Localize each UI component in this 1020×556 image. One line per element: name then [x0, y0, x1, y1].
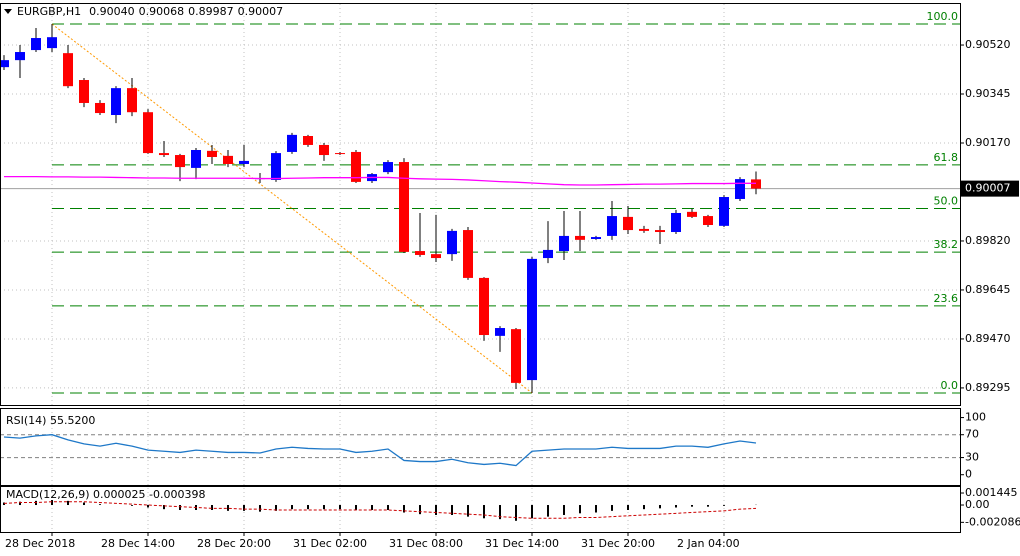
candle-body — [143, 112, 153, 154]
y-tick-label: 100 — [965, 411, 986, 424]
candle-body — [31, 38, 41, 51]
candle-body — [207, 150, 217, 157]
candle-body — [703, 216, 713, 226]
x-tick-label: 31 Dec 08:00 — [389, 537, 463, 550]
low-label: 0.89987 — [188, 5, 234, 18]
x-tick-label: 31 Dec 20:00 — [581, 537, 655, 550]
candle-body — [559, 235, 569, 252]
fib-label: 61.8 — [934, 151, 959, 164]
candle-body — [431, 254, 441, 259]
chart-header: EURGBP,H1 0.90040 0.90068 0.89987 0.90007 — [17, 5, 283, 18]
y-tick-label: 0.90520 — [965, 38, 1011, 51]
y-tick-label: 0.00 — [965, 498, 990, 511]
x-tick-label: 31 Dec 02:00 — [293, 537, 367, 550]
candle-body — [575, 235, 585, 240]
candle-body — [127, 88, 137, 113]
candle-body — [191, 149, 201, 168]
candle-body — [671, 212, 681, 233]
plot-layer: 0.90520 0.90345 0.90170 0.89820 0.89645 0.894… — [0, 4, 1020, 550]
y-tick-label: 0.89645 — [965, 283, 1011, 296]
y-tick-label: -0.002086 — [965, 515, 1020, 528]
moving-average — [4, 175, 756, 186]
last-price-box — [961, 180, 1019, 197]
candle-body — [383, 162, 393, 173]
y-tick-label: 0.90345 — [965, 87, 1011, 100]
candle-body — [415, 251, 425, 255]
candle-body — [463, 230, 473, 278]
signal-line — [3, 501, 757, 519]
candle-body — [447, 230, 457, 255]
candle-body — [655, 230, 665, 233]
x-tick-label: 31 Dec 14:00 — [485, 537, 559, 550]
x-tick-label: 28 Dec 20:00 — [197, 537, 271, 550]
high-label: 0.90068 — [139, 5, 185, 18]
candle-body — [399, 162, 409, 252]
rsi-line — [3, 434, 757, 467]
macd-pane-frame — [0, 486, 961, 533]
open-label: 0.90040 — [89, 5, 135, 18]
candle-body — [479, 277, 489, 336]
candle-body — [271, 153, 281, 180]
candle-body — [79, 80, 89, 103]
candle-body — [607, 216, 617, 236]
candle-body — [319, 144, 329, 156]
fib-label: 0.0 — [941, 379, 959, 392]
candle-body — [351, 151, 361, 182]
candle-body — [111, 88, 121, 116]
y-tick-label: 0.89295 — [965, 381, 1011, 394]
candle-body — [175, 155, 185, 168]
candle-body — [495, 328, 505, 336]
candle-body — [335, 153, 345, 155]
macd-label: MACD(12,26,9) 0.000025 -0.000398 — [6, 488, 205, 501]
y-tick-label: 0.89820 — [965, 234, 1011, 247]
candle-body — [239, 160, 249, 164]
candle-body — [543, 249, 553, 259]
x-tick-label: 2 Jan 04:00 — [677, 537, 740, 550]
candle-body — [159, 153, 169, 156]
x-tick-label: 28 Dec 2018 — [5, 537, 75, 550]
candle-body — [511, 329, 521, 383]
symbol: EURGBP,H1 — [17, 5, 81, 18]
rsi-pane-frame — [0, 408, 961, 486]
y-tick-label: 0.001445 — [965, 486, 1018, 499]
x-tick-label: 28 Dec 14:00 — [101, 537, 175, 550]
menu-triangle[interactable] — [4, 9, 12, 14]
last-price-label: 0.90007 — [965, 182, 1011, 195]
y-tick-label: 0 — [965, 468, 972, 481]
candle-body — [0, 60, 9, 68]
candle-body — [623, 216, 633, 231]
candle-body — [223, 155, 233, 164]
candle-body — [95, 102, 105, 114]
fib-label: 50.0 — [934, 194, 959, 207]
rsi-label: RSI(14) 55.5200 — [6, 414, 95, 427]
close-label: 0.90007 — [238, 5, 284, 18]
candle-body — [15, 52, 25, 61]
candle-body — [687, 211, 697, 217]
candle-body — [303, 136, 313, 145]
y-tick-label: 0.90170 — [965, 136, 1011, 149]
fib-label: 23.6 — [934, 292, 959, 305]
candle-body — [591, 237, 601, 240]
candle-body — [527, 258, 537, 381]
y-tick-label: 30 — [965, 451, 979, 464]
y-tick-label: 0.89470 — [965, 332, 1011, 345]
candle-body — [735, 179, 745, 199]
candle-body — [751, 179, 761, 189]
candle-body — [639, 228, 649, 231]
y-tick-label: 70 — [965, 428, 979, 441]
candle-body — [47, 37, 57, 49]
candle-body — [719, 197, 729, 226]
main-pane-frame — [0, 3, 961, 406]
candle-body — [287, 134, 297, 152]
fib-label: 38.2 — [934, 238, 959, 251]
candle-body — [63, 53, 73, 87]
fib-label: 100.0 — [927, 10, 959, 23]
